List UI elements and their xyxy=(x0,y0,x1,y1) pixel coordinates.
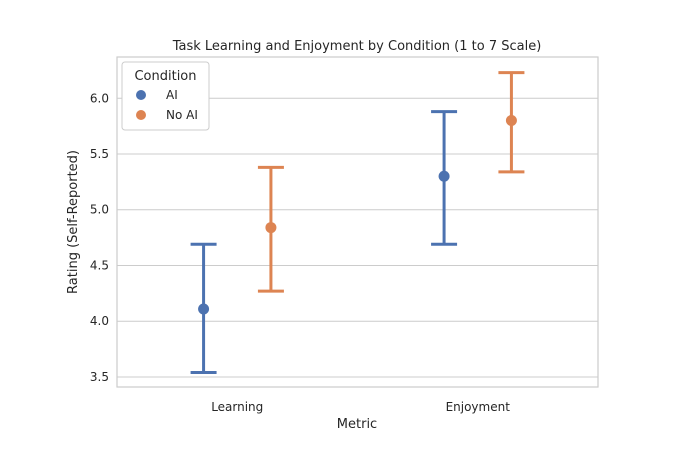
legend-title: Condition xyxy=(134,69,196,84)
y-tick-label: 4.0 xyxy=(90,314,109,328)
y-tick-label: 6.0 xyxy=(90,91,109,105)
data-point xyxy=(198,303,210,315)
legend-marker xyxy=(136,110,146,120)
y-tick-label: 5.5 xyxy=(90,147,109,161)
y-axis-label: Rating (Self-Reported) xyxy=(66,150,81,294)
y-axis-ticks: 3.5 4.0 4.5 5.0 5.5 6.0 xyxy=(90,91,109,384)
plot-frame xyxy=(116,56,599,388)
x-tick-label: Enjoyment xyxy=(446,400,511,414)
legend-marker xyxy=(136,90,146,100)
gridlines xyxy=(117,97,598,378)
legend: Condition AI No AI xyxy=(121,61,210,131)
legend-label: No AI xyxy=(166,108,198,122)
y-tick-label: 3.5 xyxy=(90,370,109,384)
y-tick-label: 5.0 xyxy=(90,203,109,217)
series-no-ai xyxy=(257,71,525,293)
data-point xyxy=(265,222,277,234)
series-ai xyxy=(190,110,458,375)
x-axis-ticks: Learning Enjoyment xyxy=(211,400,510,414)
legend-label: AI xyxy=(166,88,178,102)
x-axis-label: Metric xyxy=(337,417,377,432)
y-tick-label: 4.5 xyxy=(90,258,109,272)
chart-title: Task Learning and Enjoyment by Condition… xyxy=(172,39,542,54)
plot-marks xyxy=(190,71,525,375)
x-tick-label: Learning xyxy=(211,400,263,414)
data-point xyxy=(438,170,450,182)
data-point xyxy=(505,115,517,127)
